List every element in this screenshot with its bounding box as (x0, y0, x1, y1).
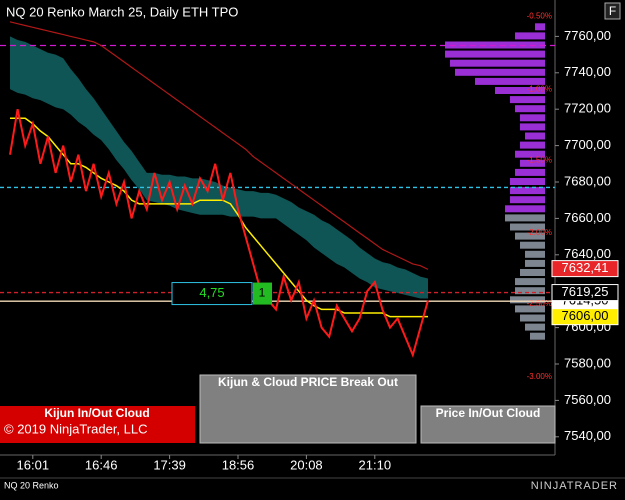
percent-level: -1.00% (527, 84, 552, 93)
y-tick-label: 7740,00 (564, 64, 611, 79)
y-tick-label: 7680,00 (564, 173, 611, 188)
button[interactable] (0, 406, 195, 443)
tpo-bar (445, 50, 545, 58)
range-value: 4,75 (199, 285, 224, 300)
tpo-bar (530, 332, 545, 340)
y-tick-label: 7540,00 (564, 428, 611, 443)
price-marker-label: 7606,00 (562, 308, 609, 323)
tpo-bar (510, 178, 545, 185)
y-tick-label: 7760,00 (564, 28, 611, 43)
x-tick-label: 20:08 (290, 457, 323, 472)
price-marker (551, 284, 619, 302)
tpo-bar (510, 187, 545, 195)
tpo-bar (520, 269, 545, 276)
percent-level: -2.50% (527, 299, 552, 308)
button[interactable] (420, 405, 556, 444)
y-tick-label: 7720,00 (564, 101, 611, 116)
tpo-bar (515, 278, 545, 286)
tpo-bar (515, 287, 545, 295)
tpo-bar (510, 296, 545, 304)
tpo-bar (515, 32, 545, 40)
price-marker-label: 7619,25 (562, 284, 609, 299)
price-marker-label: 7632,41 (562, 260, 609, 275)
tpo-bar (520, 123, 545, 131)
x-tick-label: 21:10 (359, 457, 392, 472)
percent-level: -2.00% (527, 228, 552, 237)
x-tick-label: 16:01 (17, 457, 50, 472)
button[interactable] (199, 374, 417, 444)
tpo-bar (525, 323, 545, 331)
tpo-bar (535, 23, 545, 31)
percent-level: -0.50% (527, 11, 552, 20)
range-count: 1 (259, 286, 266, 300)
y-tick-label: 7700,00 (564, 137, 611, 152)
tpo-bar (510, 223, 545, 231)
tpo-bar (520, 241, 545, 249)
button-label[interactable]: Kijun In/Out Cloud (44, 406, 149, 420)
menu-button-label[interactable]: F (609, 4, 616, 18)
tpo-bar (515, 232, 545, 240)
percent-level: -3.00% (527, 372, 552, 381)
tpo-bar (520, 141, 545, 149)
tpo-bar (525, 250, 545, 258)
tpo-bar (515, 168, 545, 176)
tpo-bar (515, 105, 545, 113)
x-tick-label: 18:56 (222, 457, 255, 472)
logo: NINJATRADER (531, 480, 618, 492)
plot: -0.50% -1.00% -1.50% -2.00% -2.50% -3.00% 4,75… (0, 11, 619, 472)
tpo-bar (455, 68, 545, 76)
button-label[interactable]: Kijun & Cloud PRICE Break Out (218, 375, 398, 389)
y-tick-label: 7660,00 (564, 210, 611, 225)
tpo-bar (505, 214, 545, 222)
tpo-bar (515, 305, 545, 313)
tpo-bar (525, 259, 545, 267)
price-marker (551, 308, 619, 326)
range-box (171, 282, 253, 306)
tpo-bar (510, 196, 545, 204)
tpo-bar (520, 314, 545, 322)
tpo-bar (475, 77, 545, 85)
tpo-bar (450, 59, 545, 67)
y-tick-label: 7580,00 (564, 355, 611, 370)
tpo-bar (515, 150, 545, 158)
range-count-box (253, 282, 272, 305)
series-line (9, 108, 429, 358)
button-label[interactable]: Price In/Out Cloud (436, 406, 541, 420)
copyright: © 2019 NinjaTrader, LLC (4, 421, 148, 436)
y-tick-label: 7560,00 (564, 392, 611, 407)
tpo-bar (505, 205, 545, 213)
ichimoku-cloud (10, 36, 428, 299)
price-marker (551, 260, 619, 278)
series-line (9, 21, 429, 270)
x-tick-label: 17:39 (153, 457, 186, 472)
tpo-bar (510, 96, 545, 104)
tpo-bar (495, 87, 545, 94)
chart-title: NQ 20 Renko March 25, Daily ETH TPO (6, 4, 238, 19)
instrument-label: NQ 20 Renko (4, 480, 59, 490)
percent-level: -1.50% (527, 155, 552, 164)
tpo-bar (520, 159, 545, 167)
x-tick-label: 16:46 (85, 457, 118, 472)
menu-button[interactable] (604, 2, 621, 20)
tpo-bar (525, 132, 545, 140)
tpo-bar (520, 114, 545, 122)
y-tick-label: 7640,00 (564, 246, 611, 261)
